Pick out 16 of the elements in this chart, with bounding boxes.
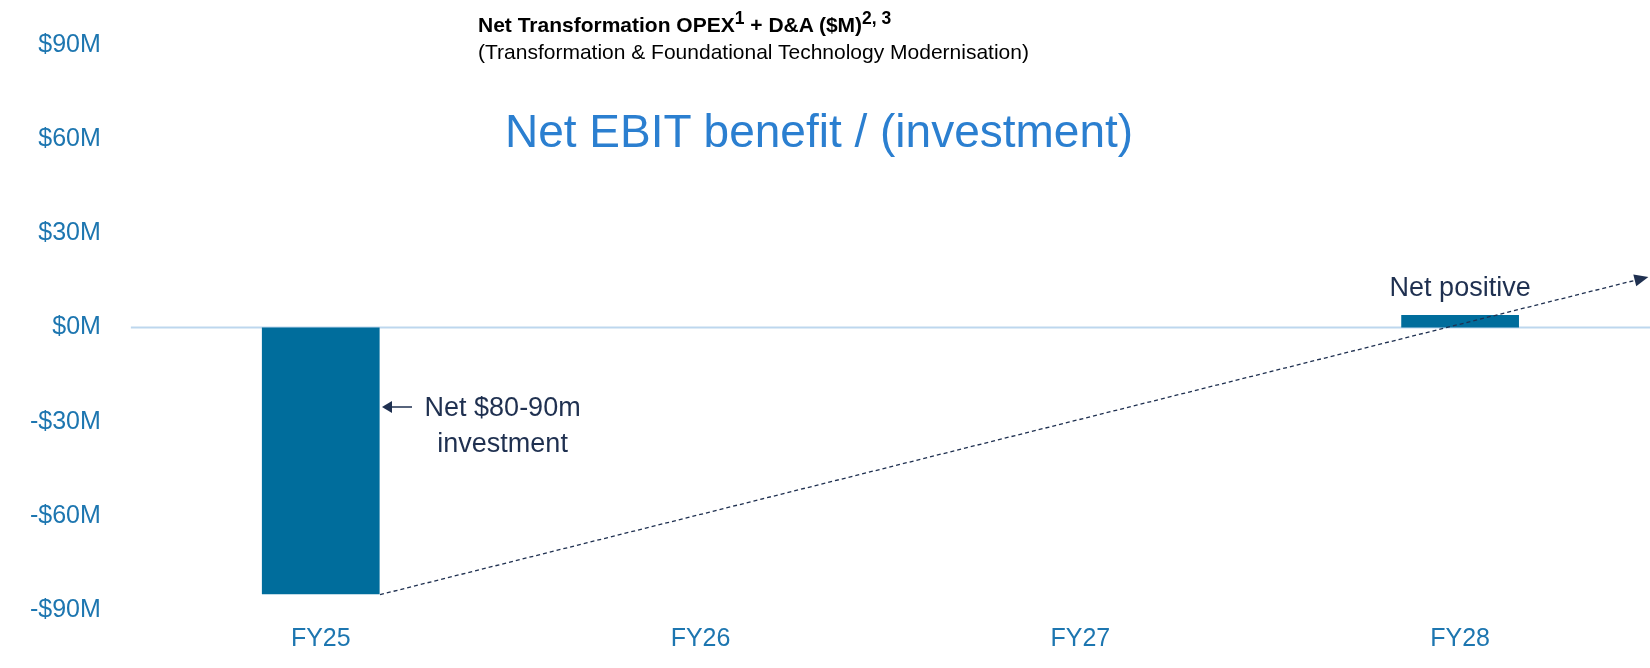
annotation: Net $80-90m investment [423,390,582,460]
y-tick-label: -$60M [29,499,101,528]
y-tick-label: -$90M [29,593,101,622]
x-tick-label: FY27 [1050,622,1111,651]
annotation: Net EBIT benefit / (investment) [505,104,1134,158]
x-tick-label: FY26 [670,622,731,651]
y-tick-label: $0M [52,311,101,340]
x-tick-label: FY28 [1430,622,1490,651]
x-tick-label: FY25 [290,622,351,651]
y-tick-label: $90M [38,28,101,57]
chart-title: Net Transformation OPEX$^{1}$ + D&A ($M)$^{2, 3}$ [478,8,892,37]
chart-subtitle: (Transformation & Foundational Technology Modernisation) [478,40,1029,64]
annotation: Net positive [1389,272,1531,304]
y-tick-label: -$30M [29,405,101,434]
y-tick-label: $30M [38,217,101,246]
y-tick-label: $60M [38,123,101,152]
